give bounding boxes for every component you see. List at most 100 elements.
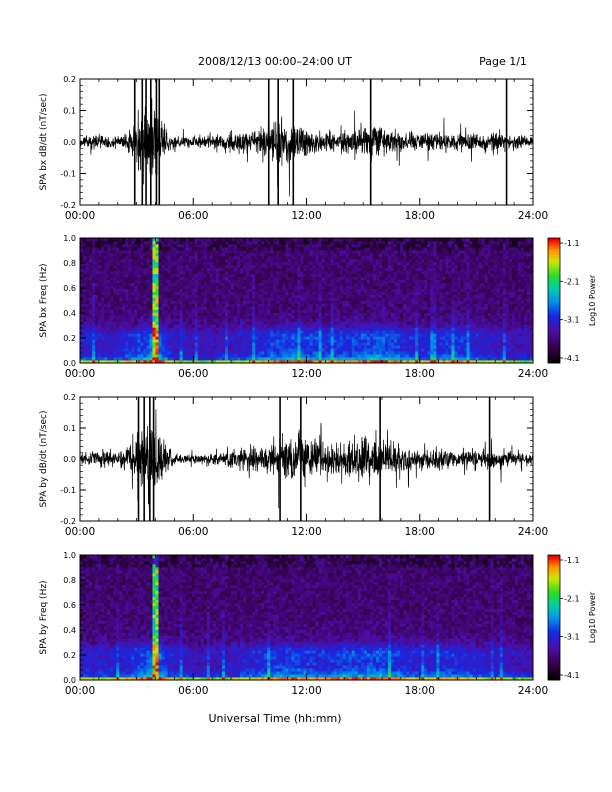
x-axis-label: Universal Time (hh:mm)	[209, 712, 342, 725]
spectrogram-cell	[101, 264, 105, 269]
spectrogram-cell	[182, 330, 187, 334]
spectrogram-cell	[372, 261, 377, 266]
spectrogram-cell	[309, 267, 313, 272]
spectrogram-cell	[360, 258, 365, 263]
spectrogram-cell	[218, 333, 223, 337]
spectrogram-cell	[385, 321, 389, 325]
spectrogram-cell	[354, 345, 359, 349]
spectrogram-cell	[255, 321, 259, 325]
spectrogram-cell	[188, 330, 193, 334]
spectrogram-cell	[321, 238, 326, 242]
spectrogram-cell	[360, 264, 365, 269]
spectrogram-cell	[176, 249, 181, 254]
spectrogram-cell	[149, 345, 153, 349]
spectrogram-cell	[378, 324, 383, 328]
spectrogram-cell	[212, 240, 217, 245]
spectrogram-cell	[215, 240, 220, 245]
spectrogram-cell	[424, 270, 428, 275]
spectrogram-cell	[116, 315, 120, 319]
spectrogram-cell	[388, 300, 392, 304]
spectrogram-cell	[224, 354, 229, 358]
spectrogram-cell	[300, 273, 304, 278]
spectrogram-cell	[194, 357, 199, 361]
spectrogram-cell	[297, 276, 301, 281]
spectrogram-cell	[155, 294, 159, 298]
spectrogram-cell	[249, 309, 253, 313]
spectrogram-cell	[227, 342, 232, 346]
spectrogram-cell	[427, 351, 431, 355]
spectrogram-cell	[303, 324, 307, 328]
spectrogram-cell	[336, 348, 341, 352]
spectrogram-cell	[194, 336, 199, 340]
spectrogram-cell	[300, 238, 304, 242]
spectrogram-cell	[246, 342, 250, 346]
spectrogram-cell	[98, 273, 102, 278]
spectrogram-cell	[261, 327, 265, 331]
spectrogram-cell	[215, 276, 220, 281]
spectrogram-cell	[342, 324, 347, 328]
spectrogram-cell	[104, 345, 108, 349]
spectrogram-cell	[194, 249, 199, 254]
spectrogram-cell	[300, 240, 304, 245]
spectrogram-cell	[378, 270, 383, 275]
spectrogram-cell	[194, 270, 199, 275]
spectrogram-cell	[309, 243, 313, 248]
spectrogram-cell	[321, 309, 326, 313]
spectrogram-cell	[101, 279, 105, 284]
spectrogram-cell	[270, 357, 274, 361]
spectrogram-cell	[345, 309, 350, 313]
spectrogram-cell	[194, 324, 199, 328]
spectrogram-cell	[400, 276, 404, 281]
spectrogram-cell	[149, 351, 153, 355]
spectrogram-cell	[385, 348, 389, 352]
spectrogram-cell	[267, 285, 271, 289]
spectrogram-cell	[415, 279, 419, 284]
spectrogram-cell	[110, 282, 114, 287]
spectrogram-cell	[131, 318, 135, 322]
spectrogram-cell	[98, 321, 102, 325]
spectrogram-cell	[291, 303, 295, 307]
spectrogram-cell	[394, 291, 398, 295]
spectrogram-cell	[363, 258, 368, 263]
spectrogram-cell	[372, 291, 377, 295]
spectrogram-cell	[339, 261, 344, 266]
spectrogram-cell	[83, 243, 87, 248]
spectrogram-cell	[240, 348, 244, 352]
spectrogram-cell	[315, 276, 319, 281]
spectrogram-cell	[363, 306, 368, 310]
spectrogram-cell	[412, 243, 416, 248]
spectrogram-cell	[206, 252, 211, 257]
spectrogram-cell	[300, 249, 304, 254]
spectrogram-cell	[406, 306, 410, 310]
spectrogram-cell	[161, 273, 165, 278]
spectrogram-cell	[339, 279, 344, 284]
spectrogram-cell	[194, 327, 199, 331]
spectrogram-cell	[119, 357, 123, 361]
spectrogram-cell	[92, 351, 96, 355]
spectrogram-cell	[140, 243, 144, 248]
spectrogram-cell	[234, 243, 238, 248]
spectrogram-cell	[270, 342, 274, 346]
spectrogram-cell	[315, 330, 319, 334]
spectrogram-cell	[164, 291, 168, 295]
spectrogram-cell	[282, 276, 286, 281]
spectrogram-cell	[333, 336, 338, 340]
spectrogram-cell	[140, 273, 144, 278]
spectrogram-cell	[170, 306, 175, 310]
spectrogram-cell	[194, 312, 199, 316]
spectrogram-cell	[249, 294, 253, 298]
spectrogram-cell	[95, 252, 99, 257]
spectrogram-cell	[400, 252, 404, 257]
spectrogram-cell	[303, 318, 307, 322]
spectrogram-cell	[101, 309, 105, 313]
spectrogram-cell	[412, 273, 416, 278]
spectrogram-cell	[188, 297, 193, 301]
spectrogram-cell	[92, 267, 96, 272]
spectrogram-cell	[333, 321, 338, 325]
spectrogram-cell	[161, 327, 165, 331]
spectrogram-cell	[288, 354, 292, 358]
spectrogram-cell	[375, 240, 380, 245]
spectrogram-cell	[418, 348, 422, 352]
spectrogram-cell	[327, 258, 332, 263]
spectrogram-cell	[243, 279, 247, 284]
